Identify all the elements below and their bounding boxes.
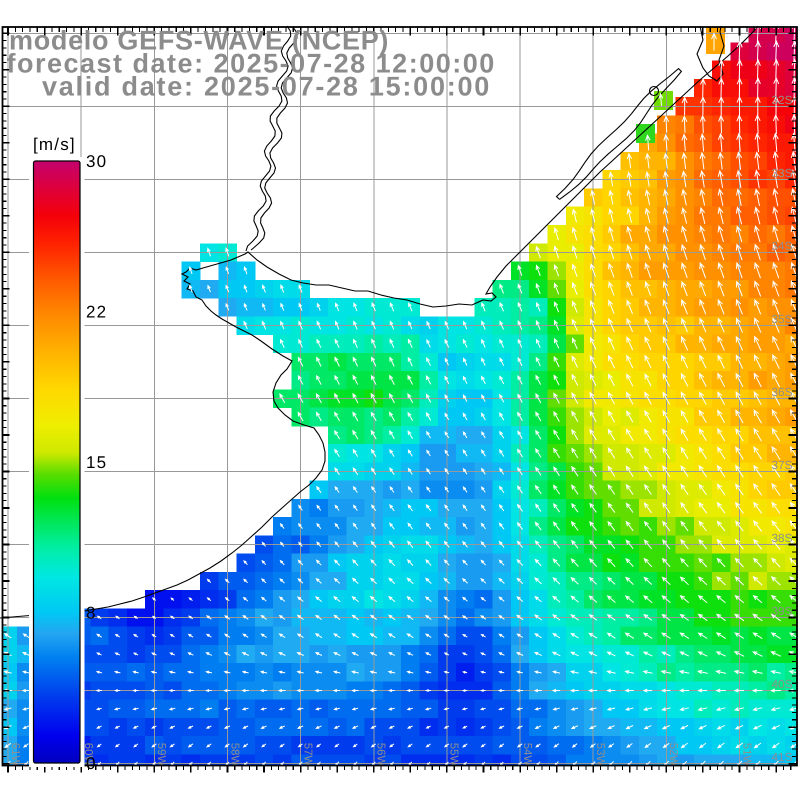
svg-text:56W: 56W bbox=[375, 743, 387, 767]
svg-text:55W: 55W bbox=[448, 743, 460, 767]
svg-text:22: 22 bbox=[86, 303, 107, 322]
svg-text:35S: 35S bbox=[772, 312, 793, 326]
svg-text:modelo GEFS-WAVE (NCEP): modelo GEFS-WAVE (NCEP) bbox=[9, 26, 389, 56]
svg-text:8: 8 bbox=[86, 604, 97, 623]
svg-text:39S: 39S bbox=[772, 604, 793, 618]
svg-text:53W: 53W bbox=[594, 743, 606, 767]
svg-text:60W: 60W bbox=[82, 743, 94, 767]
svg-text:61W: 61W bbox=[9, 743, 21, 767]
svg-text:15: 15 bbox=[86, 453, 107, 472]
svg-text:[m/s]: [m/s] bbox=[33, 135, 76, 154]
svg-text:36S: 36S bbox=[772, 385, 793, 399]
svg-text:51W: 51W bbox=[740, 743, 752, 767]
svg-text:30: 30 bbox=[86, 152, 107, 171]
svg-text:34S: 34S bbox=[772, 239, 793, 253]
svg-text:valid date: 2025-07-28 15:00:0: valid date: 2025-07-28 15:00:00 bbox=[42, 72, 491, 102]
svg-text:40S: 40S bbox=[772, 677, 793, 691]
svg-text:54W: 54W bbox=[521, 743, 533, 767]
svg-text:57W: 57W bbox=[301, 743, 313, 767]
svg-text:33S: 33S bbox=[772, 166, 793, 180]
svg-text:58W: 58W bbox=[228, 743, 240, 767]
svg-text:forecast date: 2025-07-28 12:0: forecast date: 2025-07-28 12:00:00 bbox=[7, 49, 496, 79]
svg-text:0: 0 bbox=[86, 754, 97, 773]
svg-text:38S: 38S bbox=[772, 531, 793, 545]
svg-text:59W: 59W bbox=[155, 743, 167, 767]
svg-text:32S: 32S bbox=[772, 93, 793, 107]
svg-text:41S: 41S bbox=[772, 750, 793, 764]
svg-text:52W: 52W bbox=[667, 743, 679, 767]
svg-text:37S: 37S bbox=[772, 458, 793, 472]
